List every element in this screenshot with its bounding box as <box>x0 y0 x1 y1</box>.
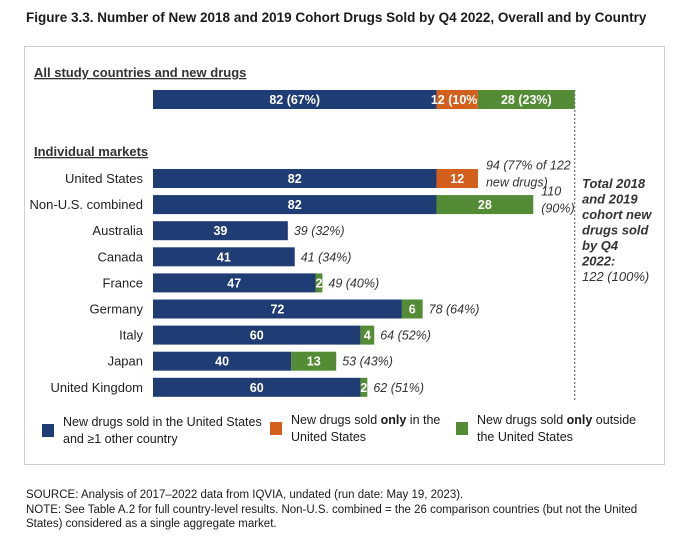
legend-label-us-only-line2: United States <box>291 430 367 444</box>
bar-value-label: 40 <box>215 355 229 369</box>
total-annotation-value: 122 (100%) <box>582 269 649 284</box>
bar-value-label: 47 <box>227 276 241 290</box>
legend-label-outside-us-only-line1: New drugs sold only outside <box>477 413 637 427</box>
total-label: 49 (40%) <box>328 276 379 290</box>
bar-segment-outside-us-only <box>291 351 337 371</box>
overall-bar-segment-us-and-other <box>153 90 437 109</box>
bar-value-label: 60 <box>250 381 264 395</box>
bar-segment-us-and-other <box>153 351 292 371</box>
bar-value-label: 4 <box>364 329 371 343</box>
category-label: Canada <box>97 249 143 264</box>
bar-segment-outside-us-only <box>436 195 534 215</box>
total-label-line2: new drugs) <box>486 176 548 190</box>
bar-value-label: 41 <box>217 250 231 264</box>
bar-segment-us-and-other <box>153 377 361 397</box>
legend-swatch-us-and-other <box>42 424 54 437</box>
legend-label-us-only-line1: New drugs sold only in the <box>291 413 441 427</box>
bar-segment-us-and-other <box>153 221 288 241</box>
legend-label-us-and-other-line2: and ≥1 other country <box>63 432 178 446</box>
bar-value-label: 82 <box>288 172 302 186</box>
category-label: France <box>103 275 143 290</box>
total-label: 62 (51%) <box>373 381 424 395</box>
bar-segment-us-and-other <box>153 195 437 215</box>
category-label: Germany <box>90 302 144 317</box>
overall-bar-segment-outside-us-only <box>477 90 575 109</box>
total-annotation-line: cohort new <box>582 207 652 222</box>
bar-value-label: 28 <box>478 198 492 212</box>
bar-value-label: 12 <box>450 172 464 186</box>
total-annotation-line: and 2019 <box>582 192 638 207</box>
total-label: 41 (34%) <box>301 250 352 264</box>
total-label: 53 (43%) <box>342 355 393 369</box>
total-label: 39 (32%) <box>294 224 345 238</box>
total-label: 78 (64%) <box>429 303 480 317</box>
source-note: SOURCE: Analysis of 2017–2022 data from … <box>26 489 464 501</box>
bar-value-label: 2 <box>315 276 322 290</box>
bar-segment-us-and-other <box>153 273 316 293</box>
overall-bar-segment-us-only <box>436 90 478 109</box>
bar-segment-us-and-other <box>153 169 437 188</box>
bar-value-label: 39 <box>213 224 227 238</box>
category-label: United Kingdom <box>51 380 144 395</box>
category-label: Italy <box>119 328 143 343</box>
total-label-line1: 94 (77% of 122 <box>486 159 571 173</box>
stacked-bar-chart: All study countries and new drugs Individ… <box>30 65 652 400</box>
overall-bar-label-us-and-other: 82 (67%) <box>269 93 320 107</box>
overall-bar-label-us-only: 12 (10%) <box>431 93 482 107</box>
figure-title: Figure 3.3. Number of New 2018 and 2019 … <box>26 10 647 25</box>
bar-segment-us-and-other <box>153 299 402 319</box>
category-label: United States <box>65 171 144 186</box>
total-annotation-line: Total 2018 <box>582 176 646 191</box>
total-annotation-line: drugs sold <box>582 223 650 238</box>
bar-segment-outside-us-only <box>315 273 323 293</box>
total-annotation-line: by Q4 <box>582 238 619 253</box>
legend-label-us-and-other-line1: New drugs sold in the United States <box>63 415 262 429</box>
legend-label-outside-us-only-line2: the United States <box>477 430 573 444</box>
bar-value-label: 82 <box>288 198 302 212</box>
bar-value-label: 72 <box>270 303 284 317</box>
total-annotation-line: 2022: <box>581 254 615 269</box>
figure-notes: SOURCE: Analysis of 2017–2022 data from … <box>26 488 676 532</box>
total-label: 64 (52%) <box>380 329 431 343</box>
general-note: NOTE: See Table A.2 for full country-lev… <box>26 503 638 531</box>
bar-value-label: 60 <box>250 329 264 343</box>
bar-segment-us-only <box>436 169 478 188</box>
overall-section-heading: All study countries and new drugs <box>34 65 246 80</box>
markets-section-heading: Individual markets <box>34 144 148 159</box>
bar-value-label: 6 <box>409 303 416 317</box>
bar-segment-us-and-other <box>153 325 361 345</box>
bar-segment-outside-us-only <box>401 299 423 319</box>
legend-swatch-us-only <box>270 422 282 435</box>
category-label: Australia <box>92 223 143 238</box>
bar-segment-outside-us-only <box>360 377 368 397</box>
bar-segment-us-and-other <box>153 247 295 267</box>
overall-bar-label-outside-us-only: 28 (23%) <box>501 93 552 107</box>
chart-panel <box>24 46 665 465</box>
total-label-line1: 110 <box>541 185 561 199</box>
total-label-line2: (90%) <box>541 202 574 216</box>
bar-value-label: 2 <box>360 381 367 395</box>
category-label: Japan <box>108 354 143 369</box>
legend-swatch-outside-us-only <box>456 422 468 435</box>
bar-value-label: 13 <box>307 355 321 369</box>
bar-segment-outside-us-only <box>360 325 375 345</box>
category-label: Non-U.S. combined <box>30 197 143 212</box>
